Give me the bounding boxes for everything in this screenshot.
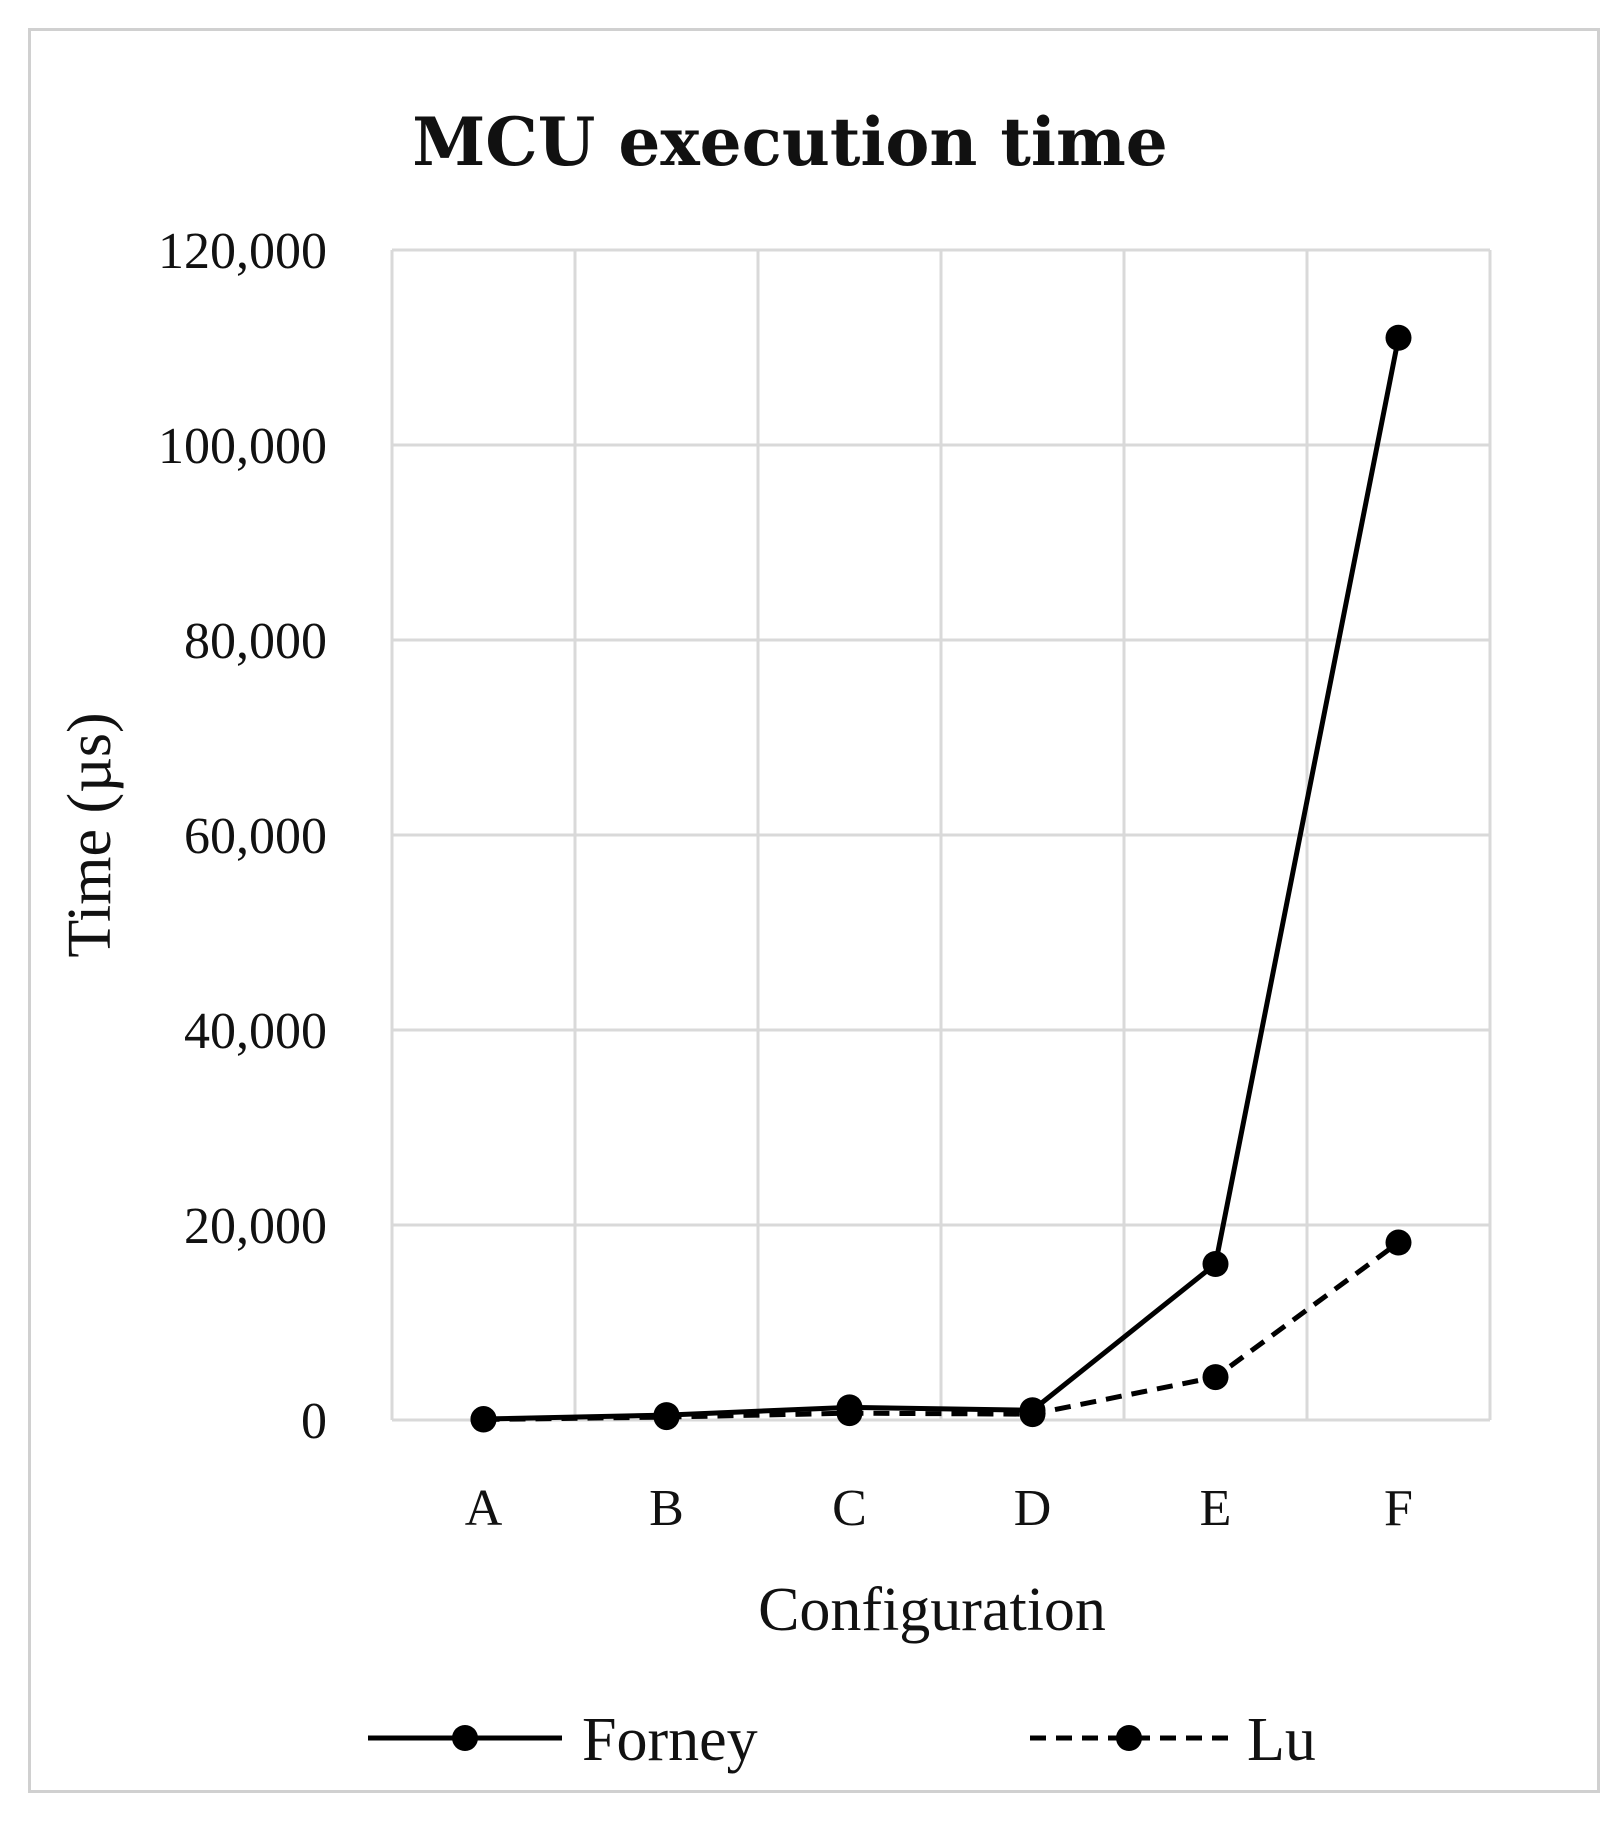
y-tick-label: 60,000 xyxy=(184,808,327,865)
x-tick-labels: A B C D E F xyxy=(465,1480,1413,1537)
legend-label-forney: Forney xyxy=(582,1706,758,1774)
legend-marker-lu xyxy=(1116,1725,1142,1751)
legend: Forney Lu xyxy=(368,1706,1316,1774)
x-tick-label: F xyxy=(1384,1480,1413,1537)
chart-frame xyxy=(28,28,1600,1793)
x-tick-label: C xyxy=(832,1480,867,1537)
x-tick-label: E xyxy=(1200,1480,1232,1537)
point-lu-d xyxy=(1019,1401,1046,1428)
y-tick-label: 100,000 xyxy=(158,418,327,475)
x-tick-label: B xyxy=(649,1480,684,1537)
y-tick-label: 40,000 xyxy=(184,1003,327,1060)
point-forney-f xyxy=(1385,324,1412,351)
chart-title: MCU execution time xyxy=(412,103,1168,181)
series-lines xyxy=(470,324,1412,1433)
legend-label-lu: Lu xyxy=(1247,1706,1316,1774)
point-lu-b xyxy=(653,1404,680,1431)
y-tick-label: 120,000 xyxy=(158,223,327,280)
series-line-forney xyxy=(483,337,1401,1422)
point-forney-e xyxy=(1202,1251,1229,1277)
point-lu-a xyxy=(470,1406,497,1433)
y-tick-labels: 0 20,000 40,000 60,000 80,000 100,000 120,000 xyxy=(158,223,327,1450)
y-axis-label: Time (µs) xyxy=(56,712,124,957)
point-lu-e xyxy=(1202,1364,1229,1391)
x-tick-label: A xyxy=(465,1480,503,1537)
y-tick-label: 80,000 xyxy=(184,613,327,670)
y-tick-label: 0 xyxy=(301,1393,327,1450)
grid-lines xyxy=(390,248,1492,1422)
x-tick-label: D xyxy=(1014,1480,1052,1537)
x-axis-label: Configuration xyxy=(758,1576,1106,1644)
legend-marker-forney xyxy=(452,1725,478,1751)
series-line-lu xyxy=(483,1240,1400,1423)
y-tick-label: 20,000 xyxy=(184,1198,327,1255)
point-lu-c xyxy=(836,1400,863,1427)
point-lu-f xyxy=(1385,1229,1412,1256)
